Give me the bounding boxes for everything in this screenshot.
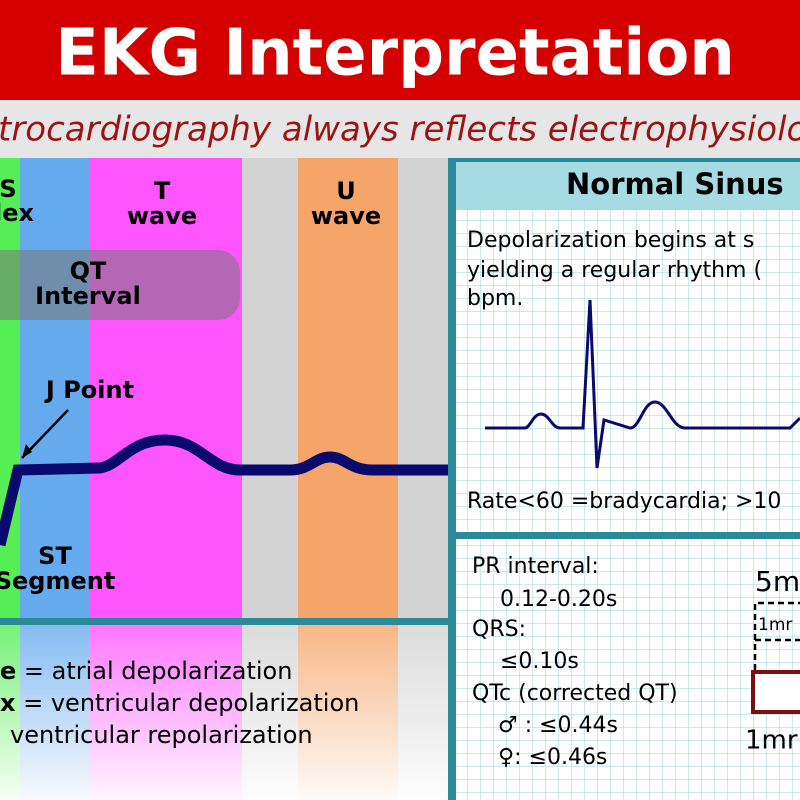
label: wave [127, 202, 197, 230]
scale-box [751, 670, 800, 714]
scale-box [753, 601, 800, 670]
interval-line: ♂ : ≤0.44s [498, 713, 618, 738]
interval-line: QTc (corrected QT) [472, 681, 678, 706]
text: x [0, 689, 16, 717]
arrowhead [22, 444, 32, 458]
label: S [0, 175, 17, 203]
text: = ventricular depolarization [15, 689, 359, 717]
dividers [0, 158, 800, 800]
interval-line: ♀: ≤0.46s [498, 745, 607, 770]
label: Segment [0, 567, 115, 595]
interval-line: PR interval: [472, 554, 599, 579]
text: = atrial depolarization [16, 657, 292, 685]
rate: Rate<60 =bradycardia; >10 [467, 489, 781, 514]
description: Depolarization begins at s [467, 228, 754, 253]
label: J Point [44, 376, 134, 404]
scale-label: 1mr [745, 726, 798, 756]
header-band [0, 0, 800, 100]
sinus-trace [485, 299, 800, 469]
label: T [154, 177, 171, 205]
label: QT [70, 257, 107, 285]
legend-item: x = ventricular depolarization [0, 689, 359, 717]
legend-item: ventricular repolarization [10, 721, 313, 749]
ecg-waveform [0, 434, 448, 547]
ekg-grid [455, 158, 800, 800]
label: wave [311, 202, 381, 230]
interval-line: QRS: [472, 617, 526, 642]
interval-line: ≤0.10s [500, 649, 579, 674]
scale-label: 1mr [758, 615, 792, 635]
qt-interval-bar [0, 250, 240, 320]
description: yielding a regular rhythm ( [467, 258, 762, 283]
label: Interval [35, 282, 141, 310]
sinus-title: Normal Sinus [566, 167, 784, 201]
title: EKG Interpretation [55, 17, 735, 91]
sinus-header [455, 160, 800, 210]
text: ventricular repolarization [10, 721, 313, 749]
label: ST [38, 542, 72, 570]
label: U [336, 177, 356, 205]
legend-item: e = atrial depolarization [0, 657, 292, 685]
text: e [0, 657, 16, 685]
scale-label: 5m [755, 565, 800, 598]
subtitle: trocardiography always reflects electrop… [0, 110, 800, 150]
subtitle-band [0, 100, 800, 158]
description: bpm. [467, 286, 523, 311]
label: lex [0, 199, 35, 227]
interval-line: 0.12-0.20s [500, 587, 617, 612]
